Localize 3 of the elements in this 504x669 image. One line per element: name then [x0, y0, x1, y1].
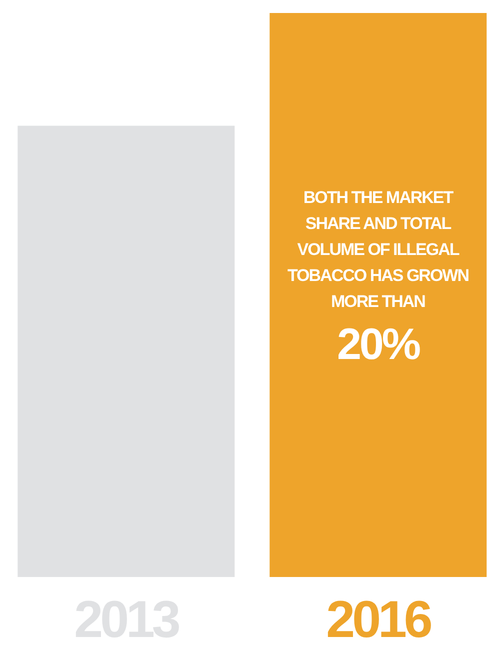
- x-tick-label: 2016: [326, 591, 432, 649]
- annotation: BOTH THE MARKET SHARE AND TOTAL VOLUME OF ILLEGAL TOBACCO HAS GROWN MORE THAN: [286, 187, 470, 313]
- annotation: 20%: [336, 319, 421, 371]
